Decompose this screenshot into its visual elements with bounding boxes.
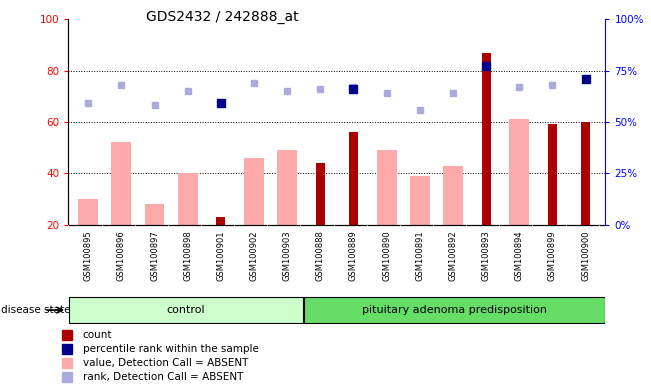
Bar bbox=[349, 132, 358, 225]
Text: GSM100902: GSM100902 bbox=[249, 230, 258, 281]
Text: GSM100899: GSM100899 bbox=[548, 230, 557, 281]
Bar bbox=[78, 199, 98, 225]
Text: value, Detection Call = ABSENT: value, Detection Call = ABSENT bbox=[83, 358, 248, 368]
Bar bbox=[548, 124, 557, 225]
Bar bbox=[111, 142, 132, 225]
Text: GSM100891: GSM100891 bbox=[415, 230, 424, 281]
Bar bbox=[316, 163, 325, 225]
Bar bbox=[482, 53, 491, 225]
Text: GSM100895: GSM100895 bbox=[84, 230, 92, 281]
Text: rank, Detection Call = ABSENT: rank, Detection Call = ABSENT bbox=[83, 372, 243, 382]
Text: GSM100894: GSM100894 bbox=[515, 230, 524, 281]
Bar bbox=[509, 119, 529, 225]
Text: GSM100890: GSM100890 bbox=[382, 230, 391, 281]
Text: count: count bbox=[83, 330, 112, 340]
Bar bbox=[277, 150, 297, 225]
Text: GSM100888: GSM100888 bbox=[316, 230, 325, 281]
Bar bbox=[145, 204, 165, 225]
Text: GSM100901: GSM100901 bbox=[216, 230, 225, 281]
Text: disease state: disease state bbox=[1, 305, 71, 315]
Text: control: control bbox=[167, 305, 205, 315]
Text: GSM100896: GSM100896 bbox=[117, 230, 126, 281]
Bar bbox=[377, 150, 396, 225]
Bar bbox=[305, 297, 605, 323]
Text: GDS2432 / 242888_at: GDS2432 / 242888_at bbox=[146, 10, 299, 23]
Text: GSM100898: GSM100898 bbox=[183, 230, 192, 281]
Text: GSM100897: GSM100897 bbox=[150, 230, 159, 281]
Bar bbox=[581, 122, 590, 225]
Text: GSM100900: GSM100900 bbox=[581, 230, 590, 281]
Text: GSM100889: GSM100889 bbox=[349, 230, 358, 281]
Bar bbox=[244, 158, 264, 225]
Text: GSM100892: GSM100892 bbox=[449, 230, 458, 281]
Text: GSM100903: GSM100903 bbox=[283, 230, 292, 281]
Bar bbox=[178, 173, 198, 225]
Bar bbox=[443, 166, 463, 225]
Text: percentile rank within the sample: percentile rank within the sample bbox=[83, 344, 258, 354]
Bar bbox=[410, 176, 430, 225]
Text: GSM100893: GSM100893 bbox=[482, 230, 491, 281]
Bar bbox=[216, 217, 225, 225]
Bar bbox=[69, 297, 303, 323]
Text: pituitary adenoma predisposition: pituitary adenoma predisposition bbox=[362, 305, 547, 315]
